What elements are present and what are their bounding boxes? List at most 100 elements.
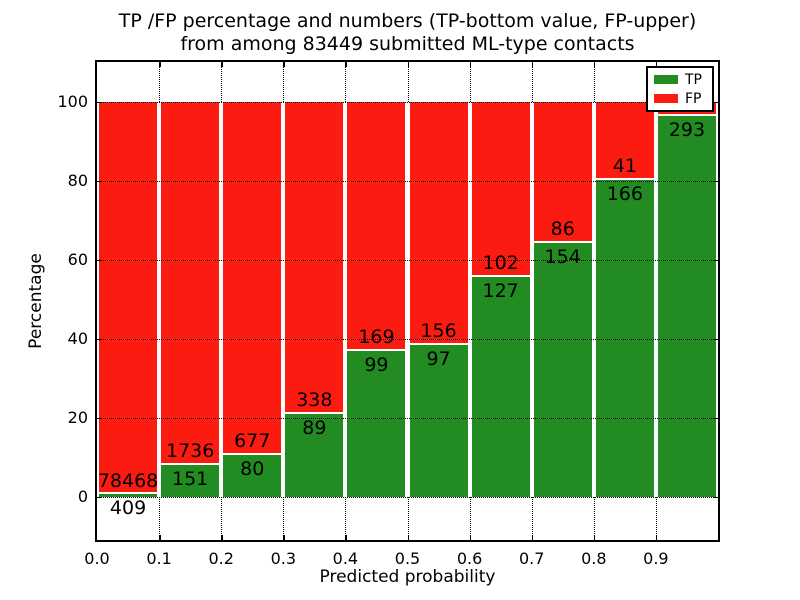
legend-item-tp: TP <box>654 72 706 88</box>
chart-title: TP /FP percentage and numbers (TP-bottom… <box>60 10 755 56</box>
x-tick-mark <box>283 62 285 67</box>
x-tick-mark <box>593 535 596 540</box>
fp-count-label: 41 <box>612 154 637 177</box>
fp-count-label: 677 <box>234 429 271 452</box>
tp-bar-segment <box>407 345 470 497</box>
tp-bar-segment <box>97 494 160 497</box>
x-tick-mark <box>221 62 223 67</box>
tp-count-label: 99 <box>364 353 389 376</box>
fp-bar-segment <box>593 101 656 180</box>
horizontal-gridline <box>97 496 718 498</box>
y-tick-label: 80 <box>67 170 88 190</box>
tp-bar-segment <box>221 454 284 497</box>
plot-area: TP FP 78468 409 1736 151 677 80 338 89 169 99 156 9… <box>97 62 718 540</box>
tp-count-label: 166 <box>606 182 643 205</box>
x-tick-label: 0.0 <box>84 549 110 568</box>
x-tick-mark <box>655 535 658 540</box>
y-tick-label: 40 <box>67 328 88 348</box>
y-tick-label: 20 <box>67 407 88 427</box>
x-tick-mark <box>159 535 161 540</box>
tp-count-label: 151 <box>172 467 209 490</box>
x-tick-label: 0.7 <box>518 549 545 568</box>
x-tick-label: 0.3 <box>270 549 297 568</box>
chart-title-line1: TP /FP percentage and numbers (TP-bottom… <box>118 10 697 32</box>
fp-bar-segment <box>469 101 532 278</box>
y-tick-mark <box>97 496 102 499</box>
tp-bar-segment <box>593 179 656 497</box>
x-tick-mark <box>655 62 658 67</box>
x-tick-mark <box>283 535 285 540</box>
x-axis-label: Predicted probability <box>319 567 496 587</box>
fp-count-label: 78468 <box>97 469 159 492</box>
horizontal-gridline <box>97 180 718 182</box>
fp-bar-segment <box>531 101 594 243</box>
y-tick-mark <box>713 496 718 499</box>
tp-count-label: 89 <box>302 417 327 440</box>
legend: TP FP <box>646 66 714 112</box>
x-tick-label: 0.9 <box>643 549 669 568</box>
fp-bar-segment <box>345 101 408 351</box>
x-tick-label: 0.2 <box>208 549 234 568</box>
tp-count-label: 127 <box>482 280 519 303</box>
fp-count-label: 338 <box>296 389 333 412</box>
y-tick-mark <box>97 180 102 182</box>
x-tick-label: 0.5 <box>394 549 421 568</box>
y-tick-label: 100 <box>57 91 88 111</box>
x-tick-label: 0.6 <box>456 549 483 568</box>
tp-bar-segment <box>655 116 718 497</box>
y-tick-mark <box>713 417 718 420</box>
chart-title-line2: from among 83449 submitted ML-type conta… <box>180 33 635 55</box>
tp-bar-segment <box>531 242 594 497</box>
x-tick-label: 0.8 <box>581 549 607 568</box>
tp-legend-swatch <box>654 75 678 84</box>
y-tick-mark <box>97 338 102 341</box>
tp-count-label: 409 <box>109 497 147 520</box>
tp-count-label: 97 <box>426 348 451 371</box>
x-tick-mark <box>469 535 472 540</box>
fp-count-label: 156 <box>420 320 457 343</box>
x-tick-mark <box>407 535 409 540</box>
x-tick-mark <box>345 62 347 67</box>
fp-bar-segment <box>97 101 160 495</box>
tp-bar-segment <box>345 350 408 497</box>
tp-count-label: 293 <box>668 119 706 142</box>
legend-item-fp: FP <box>654 91 706 107</box>
tp-count-label: 154 <box>544 245 581 268</box>
y-tick-mark <box>97 417 102 420</box>
x-tick-label: 0.4 <box>332 549 359 568</box>
horizontal-gridline <box>97 259 718 261</box>
tp-count-label: 80 <box>240 457 265 480</box>
x-tick-mark <box>531 62 534 67</box>
fp-count-label: 1736 <box>165 439 215 462</box>
fp-count-label: 102 <box>482 252 519 275</box>
fp-bar-segment <box>283 101 346 415</box>
legend-label-tp: TP <box>685 71 702 88</box>
y-tick-label: 60 <box>67 249 88 269</box>
fp-count-label: 86 <box>550 217 575 240</box>
y-tick-mark <box>713 101 718 103</box>
fp-bar-segment <box>221 101 284 455</box>
x-tick-mark <box>407 62 409 67</box>
fp-legend-swatch <box>654 94 678 103</box>
fp-count-label: 169 <box>358 325 395 348</box>
tp-bar-segment <box>283 414 346 497</box>
x-tick-mark <box>345 535 347 540</box>
tp-bar-segment <box>159 464 222 497</box>
x-tick-mark <box>159 62 161 67</box>
y-tick-mark <box>97 101 102 103</box>
horizontal-gridline <box>97 338 718 340</box>
y-tick-mark <box>97 259 102 262</box>
horizontal-gridline <box>97 101 718 103</box>
y-tick-mark <box>713 338 718 341</box>
legend-label-fp: FP <box>685 90 702 107</box>
y-tick-mark <box>713 259 718 262</box>
x-tick-mark <box>469 62 472 67</box>
tp-bar-segment <box>469 277 532 497</box>
x-tick-label: 0.1 <box>146 549 172 568</box>
fp-bar-segment <box>159 101 222 465</box>
horizontal-gridline <box>97 417 718 419</box>
x-tick-mark <box>221 535 223 540</box>
y-tick-label: 0 <box>77 486 88 506</box>
x-tick-mark <box>593 62 596 67</box>
